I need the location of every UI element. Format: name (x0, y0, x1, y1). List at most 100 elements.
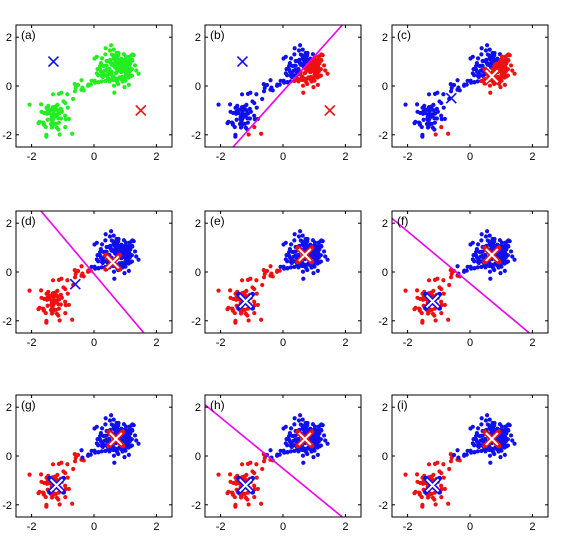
data-point (63, 299, 68, 304)
panel-label: (d) (21, 214, 36, 228)
data-point (484, 413, 490, 418)
data-point (75, 82, 81, 88)
data-point (302, 426, 307, 431)
data-point (116, 81, 121, 87)
data-point (99, 242, 105, 247)
data-point (130, 238, 135, 243)
data-point (123, 243, 128, 248)
data-point (448, 459, 454, 464)
x-tick-label: -2 (216, 337, 226, 349)
data-point (126, 452, 131, 458)
data-point (305, 53, 310, 58)
data-point (130, 52, 135, 57)
data-points (27, 43, 141, 139)
data-point (448, 82, 453, 87)
data-point (439, 310, 444, 316)
y-tick-label: 0 (6, 81, 12, 93)
data-point (246, 132, 251, 137)
data-point (126, 71, 131, 76)
data-point (479, 52, 484, 57)
data-point (112, 460, 117, 465)
data-point (244, 102, 249, 107)
data-point (99, 265, 104, 270)
data-point (439, 470, 444, 476)
data-point (49, 125, 55, 130)
data-point (426, 462, 432, 467)
data-point (50, 291, 55, 297)
data-points (27, 229, 141, 325)
data-points (403, 229, 517, 325)
data-point (260, 466, 265, 472)
data-point (289, 74, 294, 80)
data-point (502, 441, 507, 446)
axes-frame (391, 394, 549, 518)
data-point (268, 448, 273, 453)
data-point (510, 68, 515, 73)
data-point (51, 300, 57, 306)
data-point (325, 441, 330, 446)
data-point (254, 475, 259, 480)
data-point (488, 90, 493, 95)
data-point (476, 441, 481, 446)
data-point (233, 111, 239, 116)
data-point (281, 78, 286, 83)
data-point (510, 254, 515, 259)
x-tick-label: -2 (403, 337, 413, 349)
cluster-center-marker (103, 252, 123, 272)
data-point (488, 460, 493, 465)
data-point (80, 271, 85, 276)
data-point (65, 92, 70, 97)
panel-e: -2 0 2 -2 0 2 (e) (191, 210, 362, 349)
data-point (479, 46, 484, 51)
cluster-center-marker (69, 278, 81, 290)
data-point (439, 483, 444, 488)
data-point (54, 112, 59, 117)
data-point (107, 48, 113, 53)
data-point (71, 96, 76, 102)
data-point (55, 288, 60, 293)
data-point (229, 490, 235, 495)
data-point (502, 257, 507, 262)
panel-label: (c) (397, 28, 411, 42)
y-tick-label: -2 (378, 316, 388, 328)
y-tick-label: 0 (6, 267, 12, 279)
cluster-center-marker (445, 92, 457, 104)
data-point (289, 71, 294, 76)
panel-label: (h) (210, 398, 225, 412)
data-point (296, 234, 302, 239)
data-point (449, 85, 454, 90)
data-point (45, 117, 50, 122)
data-point (316, 250, 321, 255)
data-point (116, 239, 121, 244)
data-point (261, 459, 267, 464)
data-point (305, 76, 310, 81)
data-point (101, 433, 106, 439)
data-point (112, 276, 117, 281)
data-point (431, 472, 436, 477)
data-point (323, 438, 328, 443)
data-point (96, 259, 101, 264)
y-tick-label: -2 (191, 500, 201, 512)
data-point (106, 77, 111, 82)
data-point (103, 259, 109, 264)
data-point (493, 64, 498, 69)
data-point (55, 472, 60, 477)
data-point (227, 102, 233, 107)
data-point (261, 275, 267, 280)
data-point (134, 68, 139, 73)
data-point (298, 422, 303, 427)
panel-label: (f) (397, 214, 408, 228)
data-point (44, 297, 50, 302)
y-tick-label: 2 (382, 218, 388, 230)
data-point (485, 422, 490, 427)
data-point (502, 82, 507, 88)
panel-label: (e) (210, 214, 225, 228)
data-point (103, 73, 109, 78)
data-point (441, 278, 446, 283)
data-point (107, 234, 113, 239)
data-point (465, 448, 470, 453)
panel-label: (a) (21, 28, 36, 42)
data-point (512, 441, 517, 446)
data-point (274, 83, 280, 88)
data-point (236, 107, 241, 112)
